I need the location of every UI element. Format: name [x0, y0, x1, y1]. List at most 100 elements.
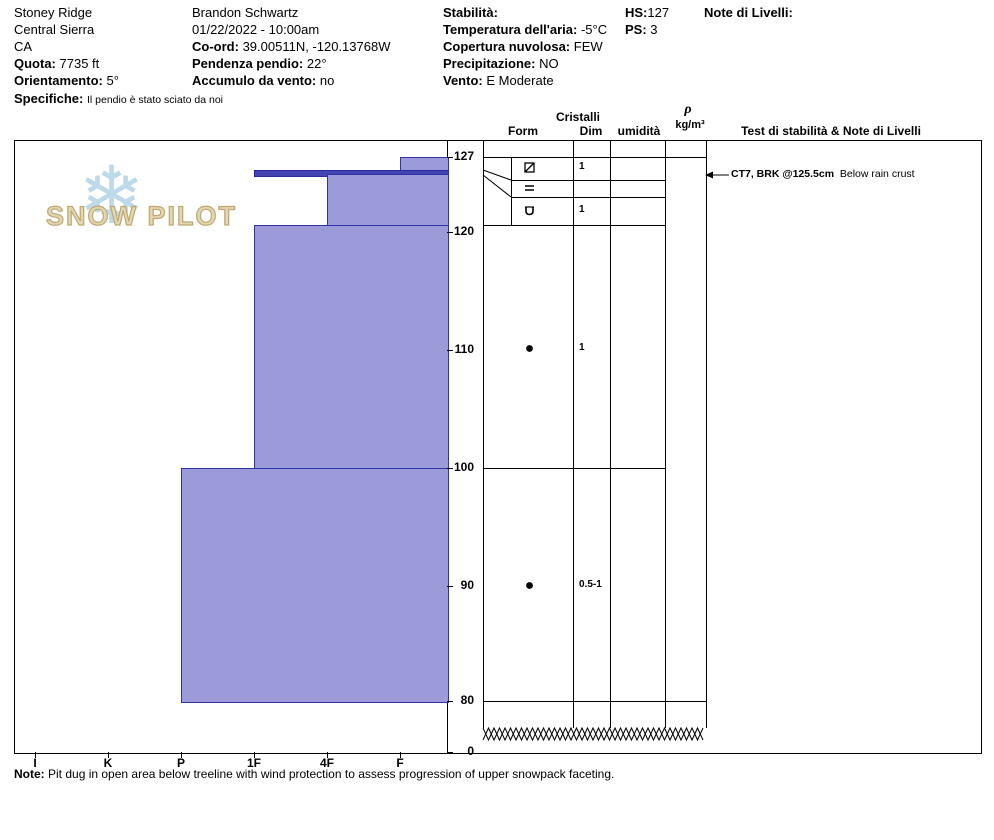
- hardness-tick: [181, 752, 182, 758]
- hardness-tick-label: P: [176, 756, 185, 770]
- snow-layer-bar-4F: [327, 174, 449, 227]
- grain-size-value: 1: [579, 161, 585, 172]
- sky-label: Copertura nuvolosa:: [443, 39, 571, 54]
- pit-score: PS: 3: [625, 22, 658, 37]
- specifics-label: Specifiche:: [14, 91, 84, 106]
- pit-note: Note: Pit dug in open area below treelin…: [14, 767, 614, 781]
- observation-datetime: 01/22/2022 - 10:00am: [192, 22, 320, 37]
- layer-boundary-line: [483, 225, 665, 226]
- hardness-tick: [400, 752, 401, 758]
- hardness-tick: [327, 752, 328, 758]
- density-column-left-border: [665, 140, 666, 728]
- pit-bottom-line: [483, 701, 706, 702]
- dim-column-left-border: [573, 140, 574, 728]
- grain-size-value: 1: [579, 204, 585, 215]
- depth-tick: [447, 157, 453, 158]
- expanded-row-line: [511, 197, 665, 198]
- specifics-value: Il pendio è stato sciato da noi: [86, 94, 223, 106]
- elevation-value: 7735 ft: [59, 56, 100, 71]
- site-specifics: Specifiche: Il pendio è stato sciato da …: [14, 91, 223, 106]
- depth-tick: [447, 701, 453, 702]
- depth-tick-label: 90: [460, 578, 474, 592]
- depth-tick-label: 100: [453, 460, 474, 474]
- elevation-label: Quota:: [14, 56, 56, 71]
- grain-size-value: 0.5-1: [579, 579, 602, 590]
- notes-column-left-border: [706, 140, 707, 728]
- hs-label: HS:: [625, 5, 648, 20]
- hardness-tick: [254, 752, 255, 758]
- hardness-tick-label: F: [396, 756, 404, 770]
- depth-tick-label: 80: [460, 693, 474, 707]
- coordinates: Co-ord: 39.00511N, -120.13768W: [192, 39, 390, 54]
- slope-label: Pendenza pendio:: [192, 56, 304, 71]
- depth-tick: [447, 752, 453, 753]
- depth-tick-label: 110: [454, 342, 474, 356]
- snow-layer-bar-1F: [254, 225, 449, 470]
- windload-label: Accumulo da vento:: [192, 73, 317, 88]
- crystal-symbol-square-slash: [523, 161, 536, 174]
- hardness-tick-label: 1F: [246, 756, 261, 770]
- stability-header: Stabilità:: [443, 5, 498, 20]
- crystal-symbol-cup: [523, 204, 536, 217]
- depth-tick: [447, 468, 453, 469]
- precip-label: Precipitazione:: [443, 56, 536, 71]
- aspect-label: Orientamento:: [14, 73, 103, 88]
- sky-cover: Copertura nuvolosa: FEW: [443, 39, 603, 54]
- tests-column-header: Test di stabilità & Note di Livelli: [741, 124, 921, 138]
- snow-layer-bar-P: [181, 468, 449, 703]
- pit-note-text: Pit dug in open area below treeline with…: [48, 767, 615, 781]
- site-state: CA: [14, 39, 33, 54]
- layer-notes-label: Note di Livelli:: [704, 5, 793, 20]
- dim-column-header: Dim: [579, 124, 603, 138]
- wind: Vento: E Moderate: [443, 73, 554, 88]
- crystals-column-header: Cristalli: [555, 110, 600, 124]
- sky-value: FEW: [573, 39, 603, 54]
- layer-notes-header: Note di Livelli:: [704, 5, 793, 20]
- depth-tick-label: 120: [453, 224, 474, 238]
- snow-surface-line: [483, 157, 706, 158]
- expanded-row-line: [511, 180, 665, 181]
- wind-label: Vento:: [443, 73, 483, 88]
- density-unit-header: kg/m³: [675, 119, 705, 131]
- precip-value: NO: [539, 56, 559, 71]
- wind-value: E Moderate: [486, 73, 554, 88]
- coord-value: 39.00511N, -120.13768W: [242, 39, 391, 54]
- coord-label: Co-ord:: [192, 39, 239, 54]
- snowpilot-watermark: SNOW PILOT: [45, 200, 237, 231]
- depth-tick-label: 0: [467, 744, 474, 758]
- site-aspect: Orientamento: 5°: [14, 73, 119, 88]
- hardness-tick: [108, 752, 109, 758]
- grain-size-value: 1: [579, 342, 585, 353]
- depth-tick: [447, 586, 453, 587]
- hardness-tick: [35, 752, 36, 758]
- hs-value: 127: [647, 5, 670, 20]
- humidity-column-left-border: [610, 140, 611, 728]
- depth-tick: [447, 232, 453, 233]
- depth-tick-label: 127: [453, 149, 474, 163]
- hardness-tick-label: K: [103, 756, 113, 770]
- crystal-symbol-dot: [523, 342, 536, 355]
- windload-value: no: [319, 73, 335, 88]
- crystal-symbol-equals: [523, 181, 536, 194]
- humidity-column-header: umidità: [617, 124, 661, 138]
- stability-test-result: CT7, BRK @125.5cm: [731, 168, 835, 180]
- stability-label: Stabilità:: [443, 5, 498, 20]
- airtemp-value: -5°C: [580, 22, 608, 37]
- airtemp-label: Temperatura dell'aria:: [443, 22, 578, 37]
- crystal-symbol-dot: [523, 579, 536, 592]
- site-name: Stoney Ridge: [14, 5, 93, 20]
- slope-angle: Pendenza pendio: 22°: [192, 56, 327, 71]
- stability-test-note: Below rain crust: [839, 168, 915, 180]
- pit-note-label: Note:: [14, 767, 45, 781]
- form-column-header: Form: [508, 124, 538, 138]
- hardness-tick-label: I: [33, 756, 37, 770]
- aspect-value: 5°: [106, 73, 119, 88]
- air-temperature: Temperatura dell'aria: -5°C: [443, 22, 607, 37]
- precipitation: Precipitazione: NO: [443, 56, 559, 71]
- layer-boundary-line: [483, 468, 665, 469]
- wind-loading: Accumulo da vento: no: [192, 73, 334, 88]
- form-subcolumn-border: [511, 157, 512, 225]
- ps-value: 3: [650, 22, 658, 37]
- site-region: Central Sierra: [14, 22, 95, 37]
